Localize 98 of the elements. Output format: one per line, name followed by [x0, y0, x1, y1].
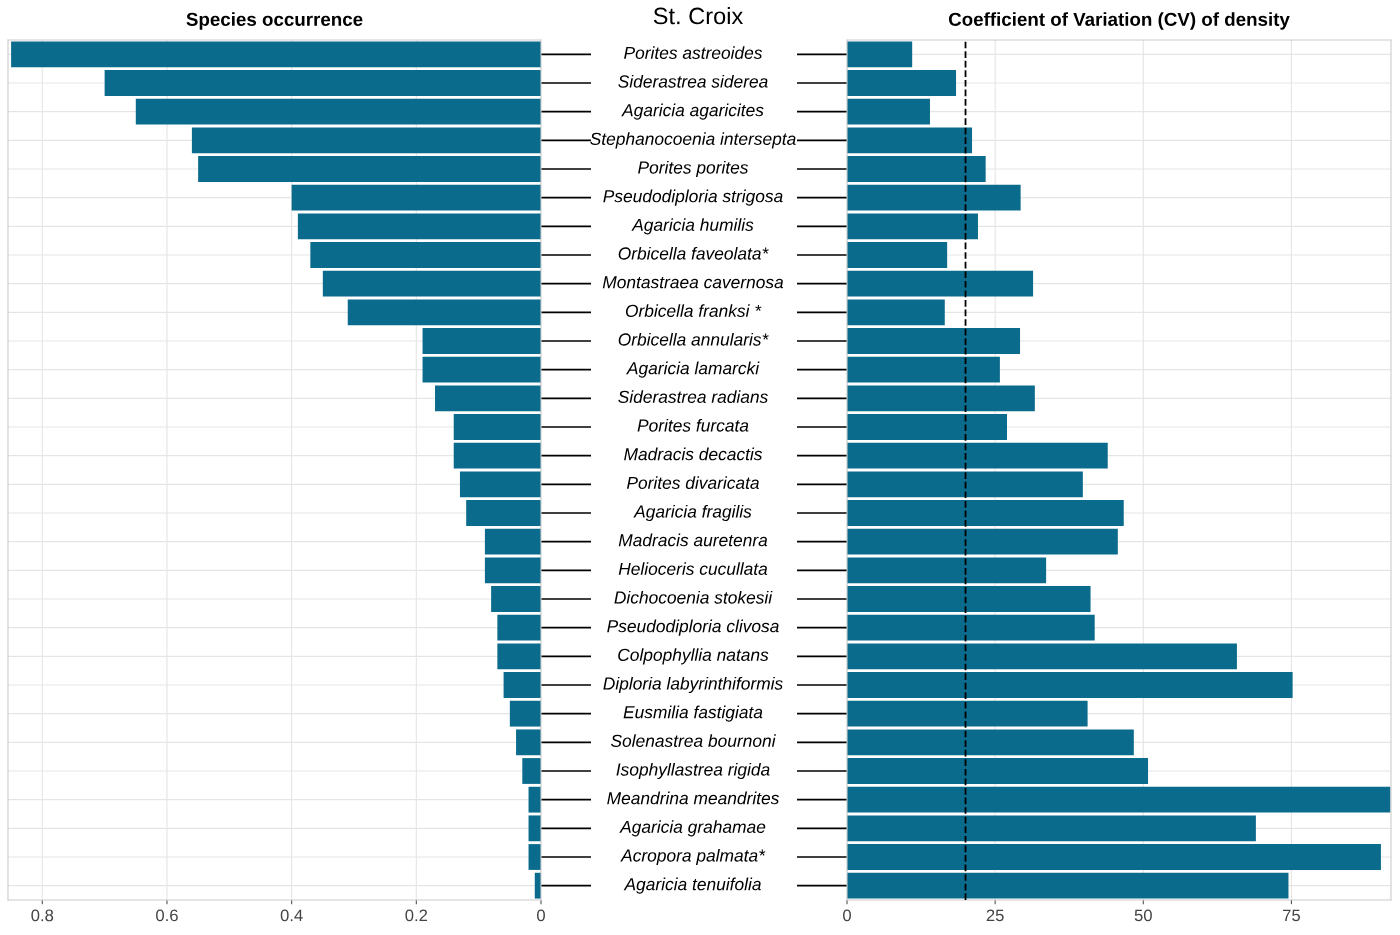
- text: St. Croix: [653, 7, 744, 25]
- y-tick-label: Porites astreoides: [624, 46, 763, 59]
- bar: [847, 98, 930, 125]
- chart-title: Coefficient of Variation (CV) of density: [948, 12, 1290, 30]
- bar: [847, 786, 1391, 813]
- bar: [847, 672, 1293, 698]
- bar: [135, 98, 541, 125]
- bar: [847, 471, 1083, 498]
- bar: [847, 700, 1088, 727]
- bar: [847, 270, 1034, 297]
- bar: [453, 414, 541, 440]
- bar: [104, 70, 541, 96]
- bar: [422, 356, 541, 383]
- bar: [491, 586, 541, 612]
- y-tick-label: Helioceris cucullata: [618, 562, 768, 575]
- bar: [847, 70, 957, 96]
- bar: [847, 213, 978, 240]
- chart-title: Species occurrence: [186, 12, 363, 30]
- y-tick-label: Acropora palmata*: [620, 848, 766, 866]
- y-tick-label: Porites furcata: [637, 418, 749, 432]
- x-tick-label: 0.4: [280, 909, 303, 922]
- bar: [516, 729, 541, 756]
- bar: [847, 184, 1021, 211]
- x-tick-label: 0: [537, 909, 545, 922]
- bar: [459, 471, 541, 498]
- bar: [291, 184, 541, 211]
- bar: [847, 414, 1007, 440]
- y-tick-label: Agaricia humilis: [631, 218, 754, 235]
- bar: [466, 500, 541, 526]
- y-tick-label: Montastraea cavernosa: [602, 276, 784, 289]
- bar: [847, 586, 1091, 612]
- y-tick-label: Agaricia fragilis: [633, 504, 752, 522]
- bar: [191, 127, 541, 154]
- x-tick-label: 25: [986, 909, 1004, 922]
- x-tick-label: 75: [1283, 909, 1301, 922]
- y-tick-label: Porites divaricata: [626, 476, 759, 489]
- bar: [509, 700, 541, 727]
- bar: [847, 758, 1149, 784]
- bar: [503, 672, 541, 698]
- bar: [847, 815, 1256, 842]
- y-tick-label: Agaricia lamarcki: [626, 361, 760, 378]
- y-tick-label: Madracis auretenra: [618, 533, 768, 547]
- x-tick-label: 0.8: [31, 909, 54, 922]
- bar: [435, 385, 541, 412]
- y-tick-label: Siderastrea radians: [618, 390, 768, 403]
- bar: [422, 328, 541, 354]
- bar: [847, 614, 1095, 641]
- y-tick-label: Siderastrea siderea: [618, 74, 768, 88]
- bar: [453, 442, 541, 469]
- bar: [198, 156, 541, 182]
- y-tick-label: Orbicella annularis*: [618, 332, 769, 346]
- x-tick-label: 0.2: [405, 909, 428, 922]
- bar: [847, 41, 913, 68]
- x-tick-label: 0.6: [156, 909, 178, 922]
- bar: [847, 729, 1134, 756]
- bar: [847, 528, 1118, 555]
- y-tick-label: Stephanocoenia intersepta: [590, 132, 796, 149]
- y-tick-label: Eusmilia fastigiata: [623, 705, 763, 722]
- bar: [310, 242, 541, 268]
- y-tick-label: Agaricia grahamae: [619, 820, 766, 837]
- bar: [497, 643, 541, 670]
- y-tick-label: Isophyllastrea rigida: [616, 762, 770, 780]
- y-tick-label: Agaricia tenuifolia: [623, 877, 761, 894]
- bar: [322, 270, 541, 297]
- bar: [847, 356, 1000, 383]
- y-tick-label: Orbicella franksi *: [625, 304, 762, 317]
- y-tick-label: Pseudodiploria strigosa: [603, 189, 783, 206]
- bar: [847, 500, 1124, 526]
- bar: [847, 844, 1381, 870]
- y-tick-label: Colpophyllia natans: [618, 648, 769, 665]
- bar: [847, 643, 1237, 670]
- y-tick-label: Pseudodiploria clivosa: [607, 619, 779, 636]
- bar: [847, 442, 1108, 469]
- y-tick-label: Diploria labyrinthiformis: [603, 676, 783, 694]
- bar: [847, 156, 986, 182]
- y-tick-label: Solenastrea bournoni: [610, 734, 776, 747]
- y-tick-label: Agaricia agaricites: [621, 103, 764, 120]
- x-tick-label: 50: [1134, 909, 1152, 922]
- y-tick-label: Orbicella faveolata*: [618, 246, 769, 260]
- bar: [847, 328, 1021, 354]
- y-tick-label: Porites porites: [638, 160, 749, 178]
- bar: [347, 299, 541, 326]
- bar: [847, 557, 1047, 584]
- y-tick-label: Dichocoenia stokesii: [614, 590, 773, 604]
- y-tick-label: Meandrina meandrites: [607, 791, 780, 805]
- bar: [484, 557, 541, 584]
- bar: [847, 385, 1035, 412]
- bar: [847, 127, 973, 154]
- y-tick-label: Madracis decactis: [624, 447, 763, 461]
- bar: [11, 41, 541, 68]
- bar: [297, 213, 541, 240]
- x-tick-label: 0: [843, 909, 851, 922]
- bar: [847, 299, 945, 326]
- bar: [522, 758, 541, 784]
- bar: [497, 614, 541, 641]
- bar: [847, 242, 948, 268]
- bar: [484, 528, 541, 555]
- bar: [847, 872, 1289, 899]
